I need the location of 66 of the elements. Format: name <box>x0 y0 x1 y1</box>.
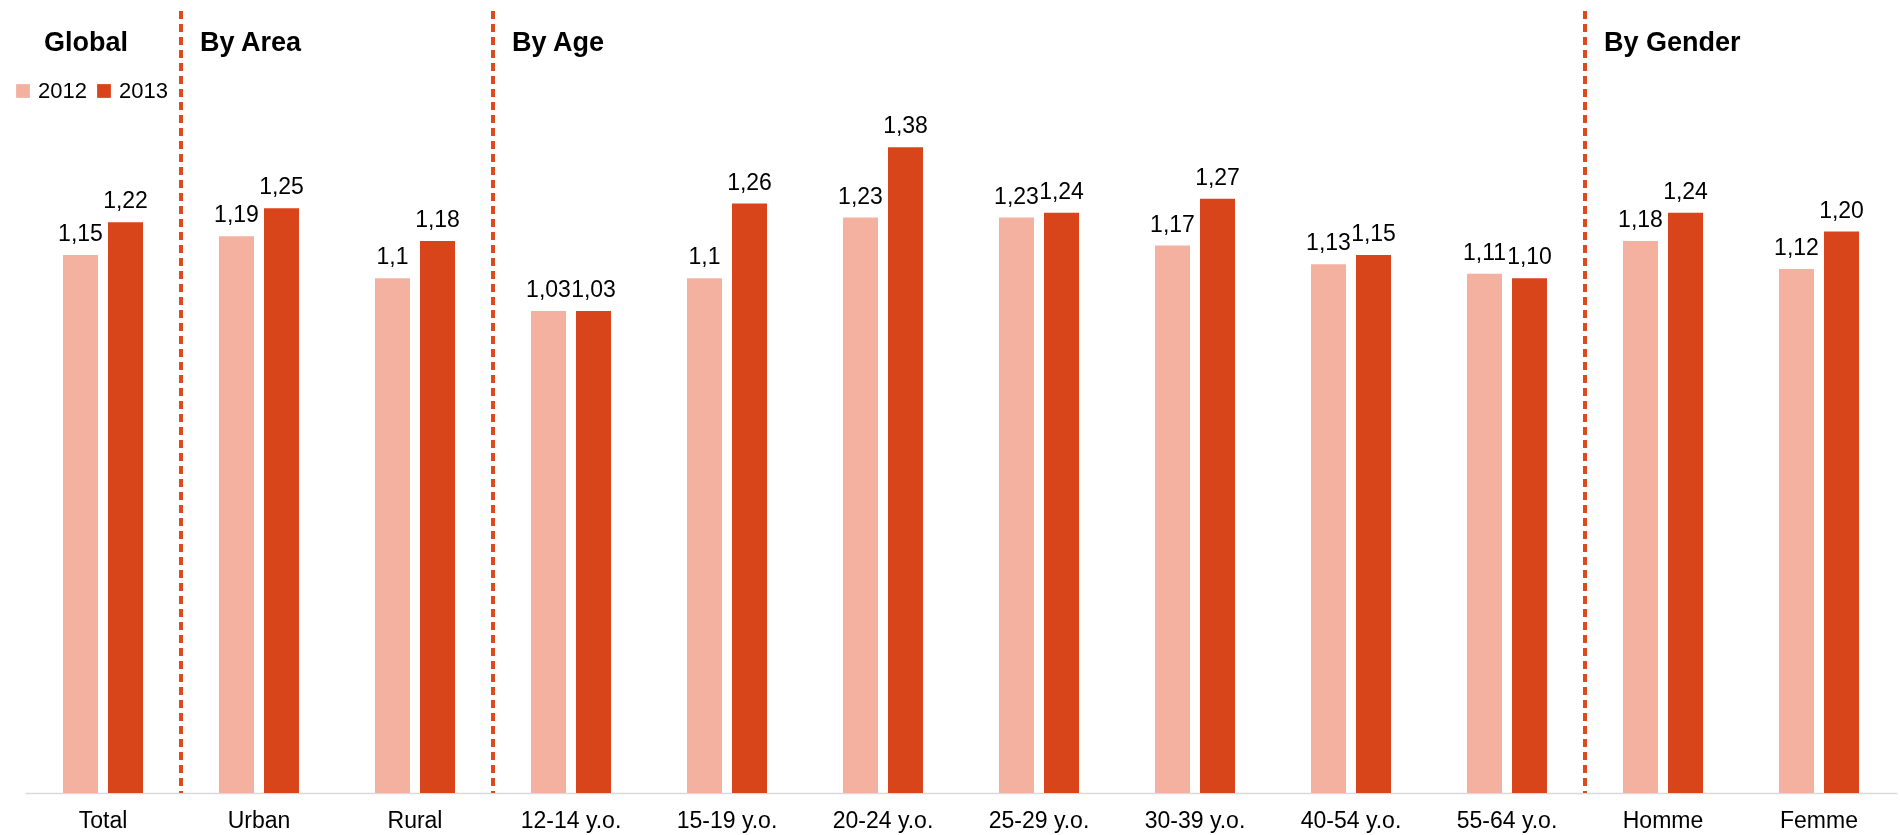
bar <box>62 254 98 793</box>
data-label: 1,20 <box>1819 196 1864 223</box>
bar <box>1466 273 1502 793</box>
bar <box>998 217 1034 793</box>
x-tick-label: Total <box>78 806 128 833</box>
data-label: 1,18 <box>415 205 460 232</box>
x-tick-label: 25-29 y.o. <box>988 806 1090 833</box>
bar <box>108 222 144 793</box>
data-label: 1,03 <box>526 276 571 303</box>
bar <box>1622 240 1658 793</box>
data-label: 1,23 <box>838 182 883 209</box>
text: By Area <box>200 27 303 57</box>
bar <box>1154 245 1190 793</box>
data-label: 1,22 <box>103 187 148 214</box>
data-label: 1,13 <box>1306 229 1351 256</box>
bar <box>1044 212 1080 793</box>
data-label: 1,15 <box>58 219 103 246</box>
text: By Age <box>512 27 605 57</box>
legend-label: 2012 <box>38 78 87 103</box>
text: By Gender <box>1604 27 1742 57</box>
x-tick-label: 55-64 y.o. <box>1456 806 1558 833</box>
bar <box>374 278 410 793</box>
data-label: 1,27 <box>1195 163 1240 190</box>
data-label: 1,1 <box>688 243 721 270</box>
legend-label: 2013 <box>119 78 168 103</box>
data-label: 1,18 <box>1618 205 1663 232</box>
bar <box>1668 212 1704 793</box>
bar <box>1200 198 1236 793</box>
data-label: 1,25 <box>259 173 304 200</box>
bar <box>1512 278 1548 793</box>
x-tick-label: 12-14 y.o. <box>520 806 622 833</box>
x-tick-label: Urban <box>227 806 291 833</box>
data-label: 1,03 <box>571 276 616 303</box>
data-label: 1,10 <box>1507 243 1552 270</box>
data-label: 1,15 <box>1351 219 1396 246</box>
data-label: 1,11 <box>1462 238 1507 265</box>
bar <box>576 311 612 793</box>
bar <box>1824 231 1860 793</box>
data-label: 1,38 <box>883 112 928 139</box>
x-tick-label: 40-54 y.o. <box>1300 806 1402 833</box>
x-tick-label: Rural <box>387 806 443 833</box>
data-label: 1,26 <box>727 168 772 195</box>
bar <box>732 203 768 793</box>
data-label: 1,17 <box>1150 210 1195 237</box>
data-label: 1,19 <box>214 201 259 228</box>
x-tick-label: 30-39 y.o. <box>1144 806 1246 833</box>
bar <box>842 217 878 793</box>
data-label: 1,12 <box>1774 234 1819 260</box>
bar <box>1310 264 1346 793</box>
bar <box>888 147 924 793</box>
bar <box>530 311 566 793</box>
x-tick-label: Homme <box>1622 806 1704 833</box>
bar <box>686 278 722 793</box>
data-label: 1,24 <box>1039 177 1085 204</box>
bar <box>420 240 456 793</box>
x-tick-label: Femme <box>1780 806 1858 833</box>
bar <box>264 208 300 793</box>
text: Global <box>44 27 129 57</box>
bar <box>218 236 254 793</box>
x-tick-label: 20-24 y.o. <box>832 806 934 833</box>
data-label: 1,1 <box>376 243 409 270</box>
data-label: 1,24 <box>1663 177 1709 204</box>
bar <box>1356 254 1392 793</box>
x-tick-label: 15-19 y.o. <box>676 806 778 833</box>
bar <box>1778 269 1814 793</box>
data-label: 1,23 <box>994 182 1039 209</box>
